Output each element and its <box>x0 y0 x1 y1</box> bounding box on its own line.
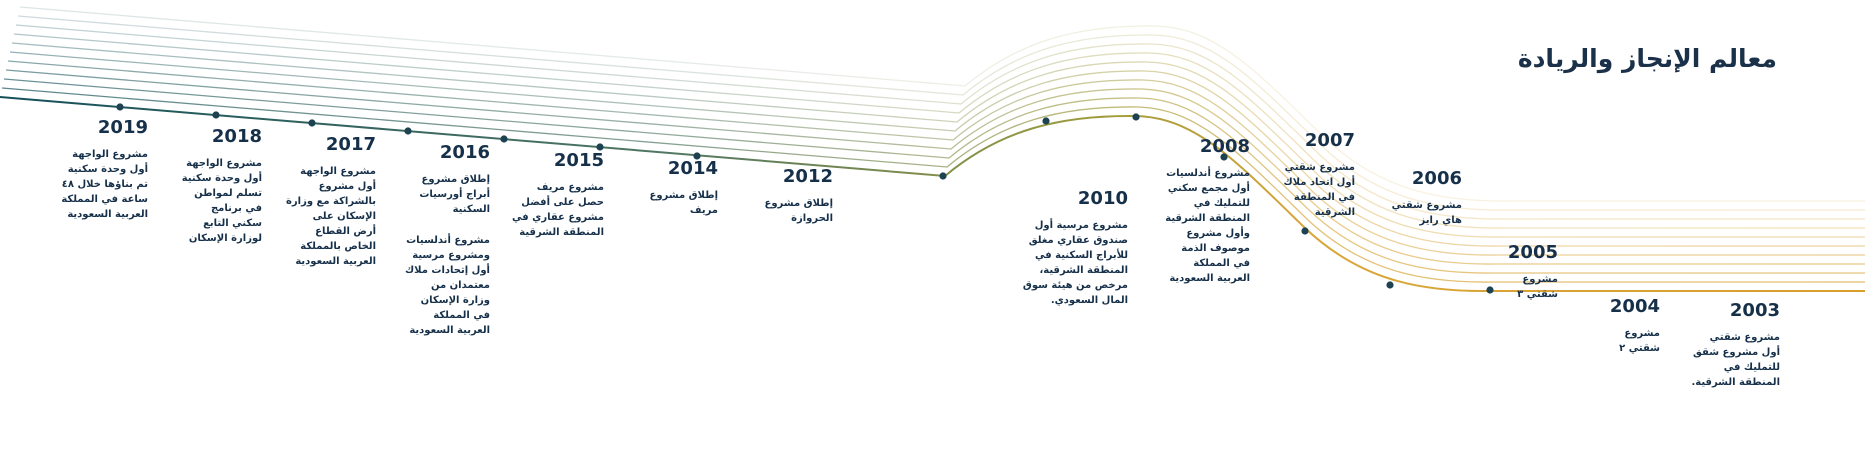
timeline-dot <box>693 152 701 160</box>
timeline-dot <box>1042 117 1050 125</box>
milestone-year: 2006 <box>1411 168 1462 189</box>
milestone-year: 2019 <box>97 117 148 138</box>
milestone-year: 2004 <box>1609 296 1660 317</box>
milestone-text: مشروع شقتي أول اتحاد ملاك في المنطقة الش… <box>1283 162 1355 218</box>
timeline-dot <box>116 103 124 111</box>
milestone-year: 2014 <box>667 158 718 179</box>
timeline-dot <box>1486 286 1494 294</box>
milestone-text: مشروع أندلسيات أول مجمع سكني للتمليك في … <box>1165 168 1250 284</box>
wave-line <box>9 51 1865 247</box>
milestone-2012: 2012 إطلاق مشروع الحروازة <box>723 166 834 226</box>
milestone-text: إطلاق مشروع أبراج أورسيات السكنية <box>419 174 490 215</box>
wave-line <box>0 96 1865 293</box>
timeline-dot <box>500 135 508 143</box>
timeline-dot <box>1132 113 1140 121</box>
milestone-2005: 2005 مشروع شقتي ٣ <box>1448 242 1558 302</box>
milestone-2016: 2016 إطلاق مشروع أبراج أورسيات السكنية م… <box>380 142 490 338</box>
milestone-text: مشروع شقتي هاي رايز <box>1391 200 1462 226</box>
milestone-2007: 2007 مشروع شقتي أول اتحاد ملاك في المنطق… <box>1245 130 1355 220</box>
milestone-year: 2005 <box>1507 242 1558 263</box>
milestone-text: مشروع مرسية أول صندوق عقاري مغلق للأبراج… <box>1022 220 1128 306</box>
timeline-dot <box>212 111 220 119</box>
timeline-dot <box>1386 281 1394 289</box>
milestone-2006: 2006 مشروع شقتي هاي رايز <box>1352 168 1462 228</box>
timeline-dot <box>308 119 316 127</box>
timeline-dot <box>1220 153 1228 161</box>
milestone-text: مشروع الواجهة أول وحدة سكنية تم بناؤها خ… <box>61 149 148 220</box>
milestone-2014: 2014 إطلاق مشروع مريف <box>608 158 719 218</box>
milestone-text: مشروع شقتي ٣ <box>1517 274 1558 300</box>
wave-lines <box>0 6 1865 293</box>
milestone-year: 2008 <box>1199 136 1250 157</box>
milestone-2017: 2017 مشروع الواجهة أول مشروع بالشراكة مع… <box>266 134 376 269</box>
milestone-2015: 2015 مشروع مريف حصل على أفضل مشروع عقاري… <box>494 150 604 240</box>
milestone-2010: 2010 مشروع مرسية أول صندوق عقاري مغلق لل… <box>1020 188 1128 308</box>
timeline-dot <box>939 172 947 180</box>
milestone-year: 2003 <box>1729 300 1780 321</box>
wave-line <box>11 42 1865 238</box>
wave-line <box>7 60 1865 256</box>
milestone-year: 2018 <box>211 126 262 147</box>
wave-line <box>3 78 1865 274</box>
milestone-year: 2017 <box>325 134 376 155</box>
milestone-text: مشروع مريف حصل على أفضل مشروع عقاري في ا… <box>512 182 604 238</box>
wave-line <box>19 6 1865 202</box>
milestone-year: 2010 <box>1077 188 1128 209</box>
wave-line <box>17 15 1865 211</box>
milestone-year: 2015 <box>553 150 604 171</box>
wave-line <box>13 33 1865 229</box>
milestone-year: 2007 <box>1304 130 1355 151</box>
milestone-year: 2016 <box>439 142 490 163</box>
milestone-text: مشروع شقتي أول مشروع شقق للتمليك في المن… <box>1691 332 1780 388</box>
milestone-2008: 2008 مشروع أندلسيات أول مجمع سكني للتملي… <box>1140 136 1250 286</box>
timeline-dot <box>596 143 604 151</box>
milestone-text: إطلاق مشروع مريف <box>649 190 719 216</box>
timeline-dot <box>404 127 412 135</box>
milestone-2018: 2018 مشروع الواجهة أول وحدة سكنية تسلم ل… <box>152 126 262 246</box>
page-title: معالم الإنجاز والريادة <box>1517 44 1777 73</box>
milestone-2004: 2004 مشروع شقتي ٢ <box>1550 296 1660 356</box>
timeline-dots <box>116 103 1494 294</box>
wave-line <box>5 69 1865 265</box>
timeline-dot <box>1301 227 1309 235</box>
milestone-text: مشروع الواجهة أول وحدة سكنية تسلم لمواطن… <box>181 158 262 244</box>
milestone-text: مشروع شقتي ٢ <box>1619 328 1660 354</box>
milestone-2003: 2003 مشروع شقتي أول مشروع شقق للتمليك في… <box>1670 300 1780 390</box>
milestone-2019: 2019 مشروع الواجهة أول وحدة سكنية تم بنا… <box>38 117 148 222</box>
wave-line <box>15 24 1865 220</box>
milestone-year: 2012 <box>782 166 833 187</box>
milestone-text: مشروع الواجهة أول مشروع بالشراكة مع وزار… <box>285 166 376 267</box>
wave-line <box>1 87 1865 283</box>
milestone-text: إطلاق مشروع الحروازة <box>764 198 834 224</box>
milestone-text-secondary: مشروع أندلسيات ومشروع مرسية أول إتحادات … <box>405 235 490 336</box>
